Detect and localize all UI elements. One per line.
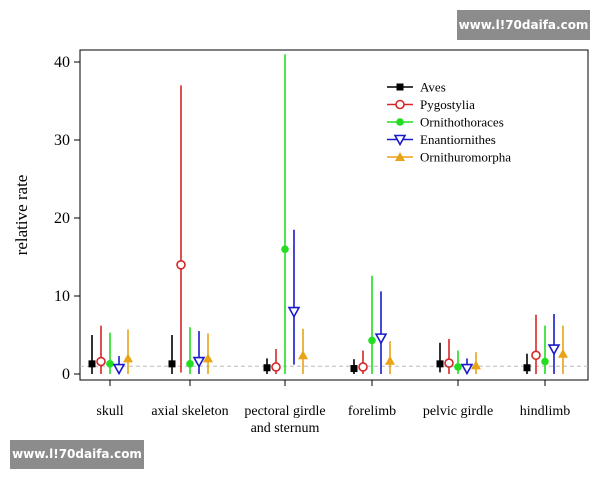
- legend-marker-enantiornithes: [393, 134, 407, 147]
- x-category-label-line: hindlimb: [520, 404, 571, 419]
- legend-label-ornithothoraces: Ornithothoraces: [420, 115, 504, 130]
- point-ornithothoraces: [368, 336, 376, 345]
- x-category-label: skull: [96, 404, 123, 419]
- point-ornithuromorpha: [298, 350, 308, 360]
- legend-label-ornithuromorpha: Ornithuromorpha: [420, 150, 511, 165]
- point-ornithothoraces: [541, 357, 549, 366]
- x-category-label: pelvic girdle: [423, 404, 493, 419]
- x-category-label: forelimb: [348, 404, 396, 419]
- point-ornithothoraces: [454, 363, 462, 371]
- x-category-label-line: and sternum: [251, 421, 320, 436]
- watermark-top: www.l!70daifa.com: [457, 10, 590, 40]
- point-pygostylia: [531, 350, 541, 361]
- point-aves: [263, 364, 271, 372]
- x-category-label-line: pectoral girdle: [244, 404, 325, 419]
- point-ornithuromorpha: [558, 348, 568, 358]
- point-enantiornithes: [112, 363, 126, 376]
- point-pygostylia: [444, 358, 454, 368]
- y-tick-label: 10: [54, 288, 70, 305]
- legend-marker-aves: [396, 83, 404, 91]
- x-category-label-line: axial skeleton: [151, 404, 228, 419]
- point-ornithuromorpha: [385, 355, 395, 365]
- point-aves: [168, 360, 176, 368]
- x-category-label: hindlimb: [520, 404, 571, 419]
- point-aves: [436, 360, 444, 368]
- point-aves: [350, 365, 358, 373]
- point-enantiornithes: [374, 333, 388, 345]
- point-pygostylia: [176, 259, 186, 270]
- y-tick-label: 40: [54, 54, 70, 71]
- point-enantiornithes: [547, 344, 561, 356]
- x-category-label: pectoral girdle and sternum: [244, 404, 325, 436]
- x-category-label-line: skull: [96, 404, 123, 419]
- point-ornithothoraces: [281, 245, 289, 253]
- point-ornithuromorpha: [471, 360, 481, 370]
- point-pygostylia: [271, 362, 281, 372]
- watermark-bottom: www.l!70daifa.com: [10, 440, 144, 469]
- x-category-label-line: forelimb: [348, 404, 396, 419]
- legend-label-aves: Aves: [420, 80, 446, 95]
- legend-marker-pygostylia: [395, 99, 405, 110]
- point-enantiornithes: [192, 356, 206, 369]
- point-pygostylia: [358, 362, 368, 372]
- point-enantiornithes: [460, 363, 474, 376]
- point-enantiornithes: [287, 306, 301, 319]
- legend-marker-ornithuromorpha: [395, 152, 405, 161]
- point-ornithothoraces: [186, 360, 194, 368]
- x-category-label-line: pelvic girdle: [423, 404, 493, 419]
- x-category-label: axial skeleton: [151, 404, 228, 419]
- plot-frame: [79, 49, 589, 381]
- legend: Aves Pygostylia Ornithothoraces Enantiornit…: [387, 80, 511, 165]
- plot-area: 0 10 20 30 40 relative rate skull axial skeleto…: [12, 49, 589, 436]
- point-pygostylia: [96, 356, 106, 367]
- point-ornithuromorpha: [203, 353, 213, 363]
- y-tick-label: 20: [54, 210, 70, 227]
- point-ornithothoraces: [106, 360, 114, 368]
- legend-label-pygostylia: Pygostylia: [420, 97, 475, 112]
- legend-label-enantiornithes: Enantiornithes: [420, 132, 496, 147]
- point-ornithuromorpha: [123, 353, 133, 363]
- point-aves: [523, 364, 531, 372]
- point-aves: [88, 360, 96, 368]
- legend-marker-ornithothoraces: [396, 118, 404, 126]
- y-tick-label: 30: [54, 132, 70, 149]
- y-axis-label: relative rate: [12, 175, 31, 256]
- y-tick-label: 0: [62, 366, 70, 383]
